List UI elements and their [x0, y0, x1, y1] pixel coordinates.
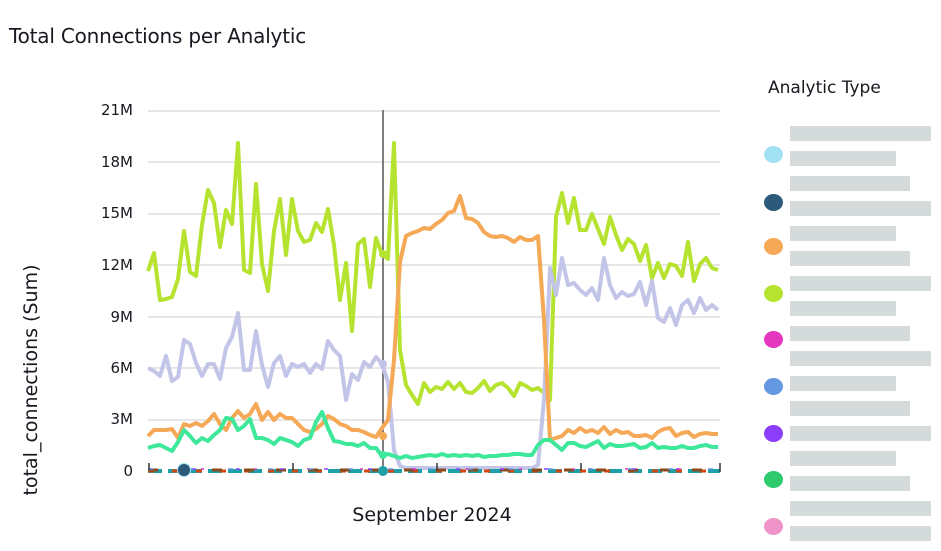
legend-swatch-blue[interactable] — [764, 378, 783, 395]
y-tick-15m: 15M — [100, 204, 133, 222]
legend-label-redacted — [790, 526, 931, 541]
legend-label-redacted — [790, 126, 931, 141]
legend-label-redacted — [790, 176, 910, 191]
hover-marker-lavender — [379, 360, 387, 368]
legend-swatch-pink[interactable] — [764, 518, 783, 535]
legend-label-redacted — [790, 351, 931, 366]
legend-label-redacted — [790, 376, 896, 391]
chart-title: Total Connections per Analytic — [9, 24, 306, 48]
series-line-mint[interactable] — [147, 410, 718, 460]
legend-swatch-orange[interactable] — [764, 238, 783, 255]
y-tick-12m: 12M — [100, 256, 133, 274]
hover-marker-teal — [378, 466, 388, 476]
series-line-lavender[interactable] — [147, 256, 720, 470]
y-tick-3m: 3M — [110, 410, 134, 428]
gridlines — [148, 110, 720, 421]
x-ticks — [148, 463, 721, 472]
y-tick-6m: 6M — [110, 359, 134, 377]
x-axis-label: September 2024 — [352, 504, 512, 526]
legend-label-redacted — [790, 151, 896, 166]
legend-label-redacted — [790, 201, 931, 216]
legend-label-redacted — [790, 251, 910, 266]
hover-marker-orange — [379, 432, 387, 440]
hover-marker-lime — [379, 250, 387, 258]
series-line-orange[interactable] — [146, 194, 718, 442]
hover-marker-navy — [178, 464, 190, 476]
legend-title: Analytic Type — [768, 78, 881, 98]
legend-label-redacted — [790, 326, 910, 341]
legend-label-redacted — [790, 226, 896, 241]
y-tick-18m: 18M — [100, 153, 133, 171]
legend-label-redacted — [790, 276, 931, 291]
y-tick-21m: 21M — [100, 101, 133, 119]
legend-swatch-navy[interactable] — [764, 194, 783, 211]
legend-label-redacted — [790, 426, 931, 441]
series-line-lime[interactable] — [146, 141, 719, 406]
legend-label-redacted — [790, 451, 896, 466]
legend-label-redacted — [790, 501, 931, 516]
legend-swatch-purple[interactable] — [764, 425, 783, 442]
small-series-baseline[interactable] — [148, 468, 720, 473]
y-tick-0: 0 — [123, 462, 133, 480]
legend-swatch-green[interactable] — [764, 471, 783, 488]
legend-swatch-lime[interactable] — [764, 285, 783, 302]
legend-label-redacted — [790, 401, 910, 416]
legend-swatch-lightblue[interactable] — [764, 146, 783, 163]
legend-label-redacted — [790, 476, 910, 491]
hover-marker-mint — [379, 451, 387, 459]
legend-label-redacted — [790, 301, 896, 316]
legend-swatch-magenta[interactable] — [764, 331, 783, 348]
y-tick-9m: 9M — [110, 308, 134, 326]
